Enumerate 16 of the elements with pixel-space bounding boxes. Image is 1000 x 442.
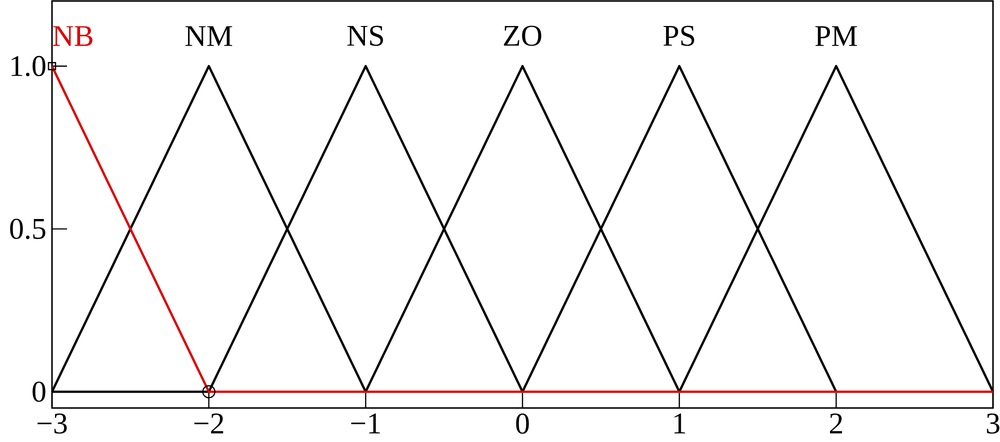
x-tick-label: 3 [986,414,1000,434]
x-tick-label: 1 [674,414,686,434]
x-tick-label: 0 [516,414,529,434]
series-label: ZO [504,26,542,46]
x-tick-label: −3 [38,414,67,434]
series-label: NS [347,26,383,46]
series-label: NB [53,26,92,46]
x-tick-label: −2 [194,414,224,434]
series-label: NM [186,26,232,46]
x-tick-label: 2 [830,414,842,434]
series-label: PM [815,26,857,46]
y-tick-label: 0.5 [10,218,46,240]
y-tick-label: 0 [32,382,46,402]
x-tick-label: −1 [351,414,380,434]
y-tick-label: 1.0 [12,56,46,76]
series-label: PS [664,26,694,46]
